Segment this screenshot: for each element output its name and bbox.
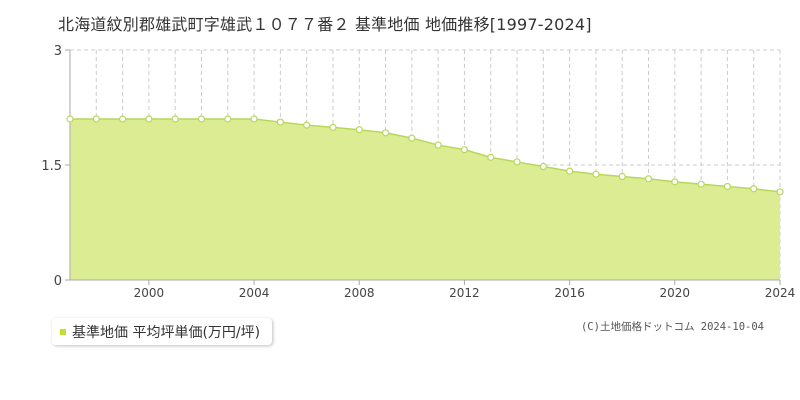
area-fill	[70, 119, 780, 280]
data-point	[381, 129, 390, 137]
data-point	[434, 141, 442, 149]
data-point	[487, 153, 495, 161]
copyright-text: (C)土地価格ドットコム 2024-10-04	[580, 321, 764, 333]
data-point	[513, 158, 521, 166]
series-line	[70, 118, 781, 193]
data-point	[566, 167, 574, 175]
legend-swatch-icon	[60, 328, 66, 335]
data-point	[66, 115, 74, 123]
data-point	[145, 115, 153, 123]
y-tick-label: 3	[54, 44, 62, 59]
data-point	[644, 175, 653, 183]
data-point	[276, 118, 284, 126]
data-point	[592, 170, 600, 178]
data-point	[618, 172, 626, 181]
data-point	[671, 178, 679, 186]
tick-labels: 0 1.5 3 2000 2004 2008 2012 2016 2020 2024	[41, 44, 795, 300]
y-tick-label: 0	[54, 274, 62, 289]
data-point	[118, 115, 127, 123]
chart-title: 北海道紋別郡雄武町字雄武１０７７番２ 基準地価 地価推移[1997-2024]	[58, 15, 592, 34]
data-point	[697, 180, 705, 188]
data-point	[250, 115, 258, 123]
data-point	[329, 123, 337, 132]
x-tick-label: 2012	[449, 286, 480, 300]
x-tick-label: 2024	[765, 286, 796, 300]
data-point	[776, 188, 784, 196]
legend-label: 基準地価 平均坪単価(万円/坪)	[72, 324, 261, 341]
data-point	[303, 121, 311, 129]
data-points	[66, 115, 784, 196]
x-tick-label: 2004	[239, 286, 270, 300]
x-tick-label: 2020	[660, 286, 691, 300]
legend: 基準地価 平均坪単価(万円/坪)	[52, 318, 273, 345]
data-point	[197, 115, 206, 123]
data-point	[355, 126, 363, 134]
plot-area	[70, 118, 781, 280]
data-point	[92, 115, 100, 123]
data-point	[224, 115, 232, 123]
data-point	[750, 185, 758, 193]
data-point	[171, 115, 179, 123]
data-point	[460, 146, 469, 154]
data-point	[539, 162, 547, 171]
x-tick-label: 2008	[344, 286, 375, 300]
x-tick-label: 2016	[554, 286, 585, 300]
y-tick-label: 1.5	[41, 159, 62, 174]
data-point	[723, 182, 732, 191]
axes	[65, 49, 781, 285]
data-point	[408, 134, 416, 142]
x-tick-label: 2000	[134, 286, 165, 300]
